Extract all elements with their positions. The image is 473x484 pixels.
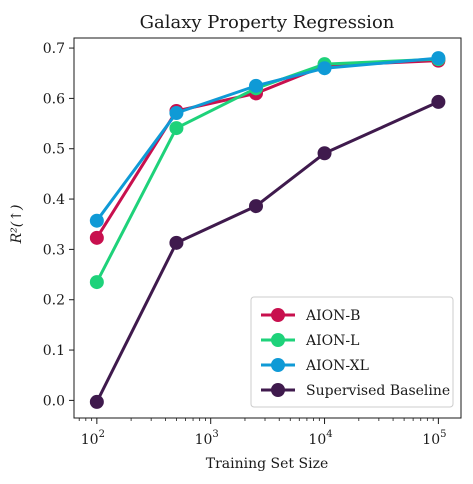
x-tick-exponent: 4 [326,429,332,440]
series-aion-xl [89,51,446,228]
legend-swatch-marker [271,308,285,322]
series-line [95,57,439,283]
data-point [169,105,184,120]
y-tick-label: 0.2 [43,293,65,309]
x-tick-label: 104 [308,429,332,448]
x-tick-label: 102 [81,429,105,448]
x-tick-exponent: 2 [99,429,105,440]
data-point [89,213,104,228]
x-tick-base: 10 [195,432,213,448]
data-point [89,230,104,245]
x-tick-exponent: 3 [212,429,218,440]
legend-swatch-marker [271,383,285,397]
y-tick-label: 0.4 [43,192,65,208]
legend-box [250,296,454,408]
data-point [248,78,263,93]
legend-swatch-marker [271,358,285,372]
data-point [169,235,184,250]
data-point [317,146,332,161]
y-tick-label: 0.3 [43,242,65,258]
data-point [431,51,446,66]
x-tick-base: 10 [422,432,440,448]
x-tick-base: 10 [81,432,99,448]
legend-swatch-marker [271,333,285,347]
y-tick-label: 0.6 [43,91,65,107]
y-axis-title: R²(↑) [9,205,25,245]
plot-frame [73,37,462,419]
y-tick-label: 0.7 [43,41,65,57]
x-axis-title: Training Set Size [206,456,328,472]
x-tick-label: 105 [422,429,446,448]
legend-label: Supervised Baseline [306,383,450,399]
data-point [89,394,104,409]
data-point [431,94,446,109]
x-tick-label: 103 [195,429,219,448]
legend-label: AION-B [305,308,360,324]
legend: AION-B AION-L AION-XL Supervised Baseline [250,296,454,408]
data-point [89,275,104,290]
series-supervised-baseline [89,94,446,409]
legend-label: AION-L [305,333,359,349]
legend-label: AION-XL [305,358,369,374]
y-tick-label: 0.0 [43,393,65,409]
y-tick-label: 0.1 [43,343,65,359]
series-lines [89,51,446,409]
data-point [169,121,184,136]
data-point [317,61,332,76]
x-tick-base: 10 [308,432,326,448]
x-tick-exponent: 5 [440,429,446,440]
data-point [248,199,263,214]
chart-title: Galaxy Property Regression [140,12,395,33]
y-tick-label: 0.5 [43,142,65,158]
